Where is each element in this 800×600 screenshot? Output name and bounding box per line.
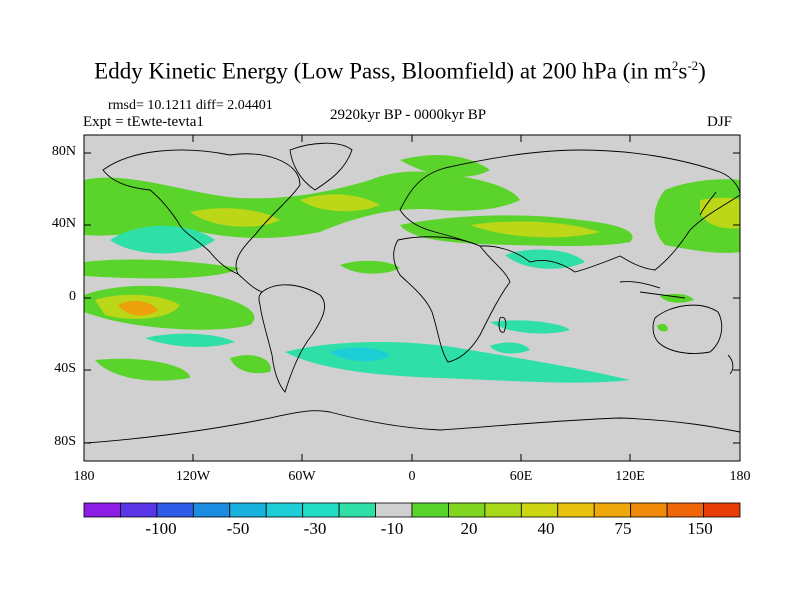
colorbar-swatch [484, 502, 522, 518]
anomaly-indian-teal [505, 249, 585, 269]
colorbar-swatch [265, 502, 304, 518]
colorbar-label: 75 [614, 519, 632, 538]
anomaly-south-pacific-green [95, 358, 190, 381]
anomaly-tropical-pacific-green [84, 259, 240, 279]
y-tick-label: 40S [54, 361, 76, 376]
x-tick-label: 60E [509, 469, 533, 484]
greenland-coast [289, 142, 353, 191]
chart-title: Eddy Kinetic Energy (Low Pass, Bloomfiel… [94, 58, 706, 84]
colorbar-swatch [666, 502, 704, 518]
x-tick-label: 120E [615, 469, 645, 484]
colorbar-swatch [229, 502, 267, 518]
colorbar-swatch [520, 502, 559, 518]
madagascar-coast [498, 316, 507, 333]
stats-label: rmsd= 10.1211 diff= 2.04401 [108, 98, 273, 113]
colorbar-swatch [83, 502, 121, 518]
colorbar-swatch [338, 502, 376, 518]
anomaly-equatorial-pacific-orange [118, 300, 158, 316]
coastlines [84, 142, 740, 444]
anomaly-pacific-yellow [190, 208, 280, 227]
new-zealand-coast [727, 354, 734, 375]
anomaly-west-pacific-yellow [700, 197, 740, 229]
y-tick-label: 80S [54, 434, 76, 449]
anomaly-asia-yellow [470, 221, 600, 238]
colorbar-label: -50 [226, 519, 250, 538]
central-america-coast [237, 273, 263, 293]
x-tick-label: 180 [729, 469, 751, 484]
north-america-coast [102, 149, 301, 275]
south-america-coast [258, 284, 325, 393]
colorbar-label: 40 [537, 519, 555, 538]
y-tick-label: 80N [51, 144, 76, 159]
anomaly-south-america-green [230, 355, 271, 374]
x-tick-label: 60W [288, 469, 316, 484]
colorbar-swatch [192, 502, 231, 518]
japan-coast [699, 191, 717, 216]
colorbar-swatch [156, 502, 194, 518]
y-tick-label: 0 [69, 289, 76, 304]
colorbar-swatch [120, 502, 158, 518]
season-label: DJF [707, 114, 733, 130]
colorbar-label: -10 [380, 519, 404, 538]
x-tick-label: 180 [73, 469, 95, 484]
anomaly-north-pacific-atlantic-band [84, 171, 520, 238]
colorbar-label: 20 [460, 519, 478, 538]
anomaly-east-pacific-teal [110, 225, 215, 254]
anomaly-siberia [400, 155, 490, 177]
colorbar-swatch [375, 502, 413, 518]
africa-coast [393, 236, 511, 363]
anomaly-atlantic-yellow [300, 194, 380, 212]
colorbar-swatch [448, 502, 486, 518]
anomaly-south-pacific-teal [145, 333, 235, 347]
indonesia-coast [619, 281, 686, 299]
colorbar-label: -30 [303, 519, 327, 538]
anomaly-north-pacific-west [654, 179, 740, 253]
colorbar-swatch [703, 502, 741, 518]
y-tick-label: 40N [51, 216, 76, 231]
anomaly-south-atlantic-cyan [330, 347, 390, 362]
colorbar-label: -100 [145, 519, 177, 538]
colorbar-swatch [411, 502, 449, 518]
colorbar-swatch [557, 502, 595, 518]
anomaly-coral-sea-green [657, 323, 668, 332]
australia-coast [652, 304, 723, 354]
experiment-label: Expt = tEwte-tevta1 [83, 114, 204, 130]
colorbar-swatch [593, 502, 632, 518]
period-label: 2920kyr BP - 0000kyr BP [330, 107, 487, 123]
colorbar-swatch [630, 502, 668, 518]
colorbar [83, 502, 741, 518]
colorbar-swatch [302, 502, 340, 518]
axis-tick-marks [83, 135, 741, 461]
anomaly-east-atlantic-teal [490, 342, 530, 354]
colorbar-label: 150 [687, 519, 713, 538]
antarctica-coast [84, 410, 740, 444]
x-tick-label: 120W [175, 469, 211, 484]
anomaly-indian-ocean-teal [490, 320, 570, 334]
europe-asia-coast [399, 149, 740, 273]
anomaly-tropical-atlantic-green [340, 260, 400, 274]
x-tick-label: 0 [408, 469, 416, 484]
